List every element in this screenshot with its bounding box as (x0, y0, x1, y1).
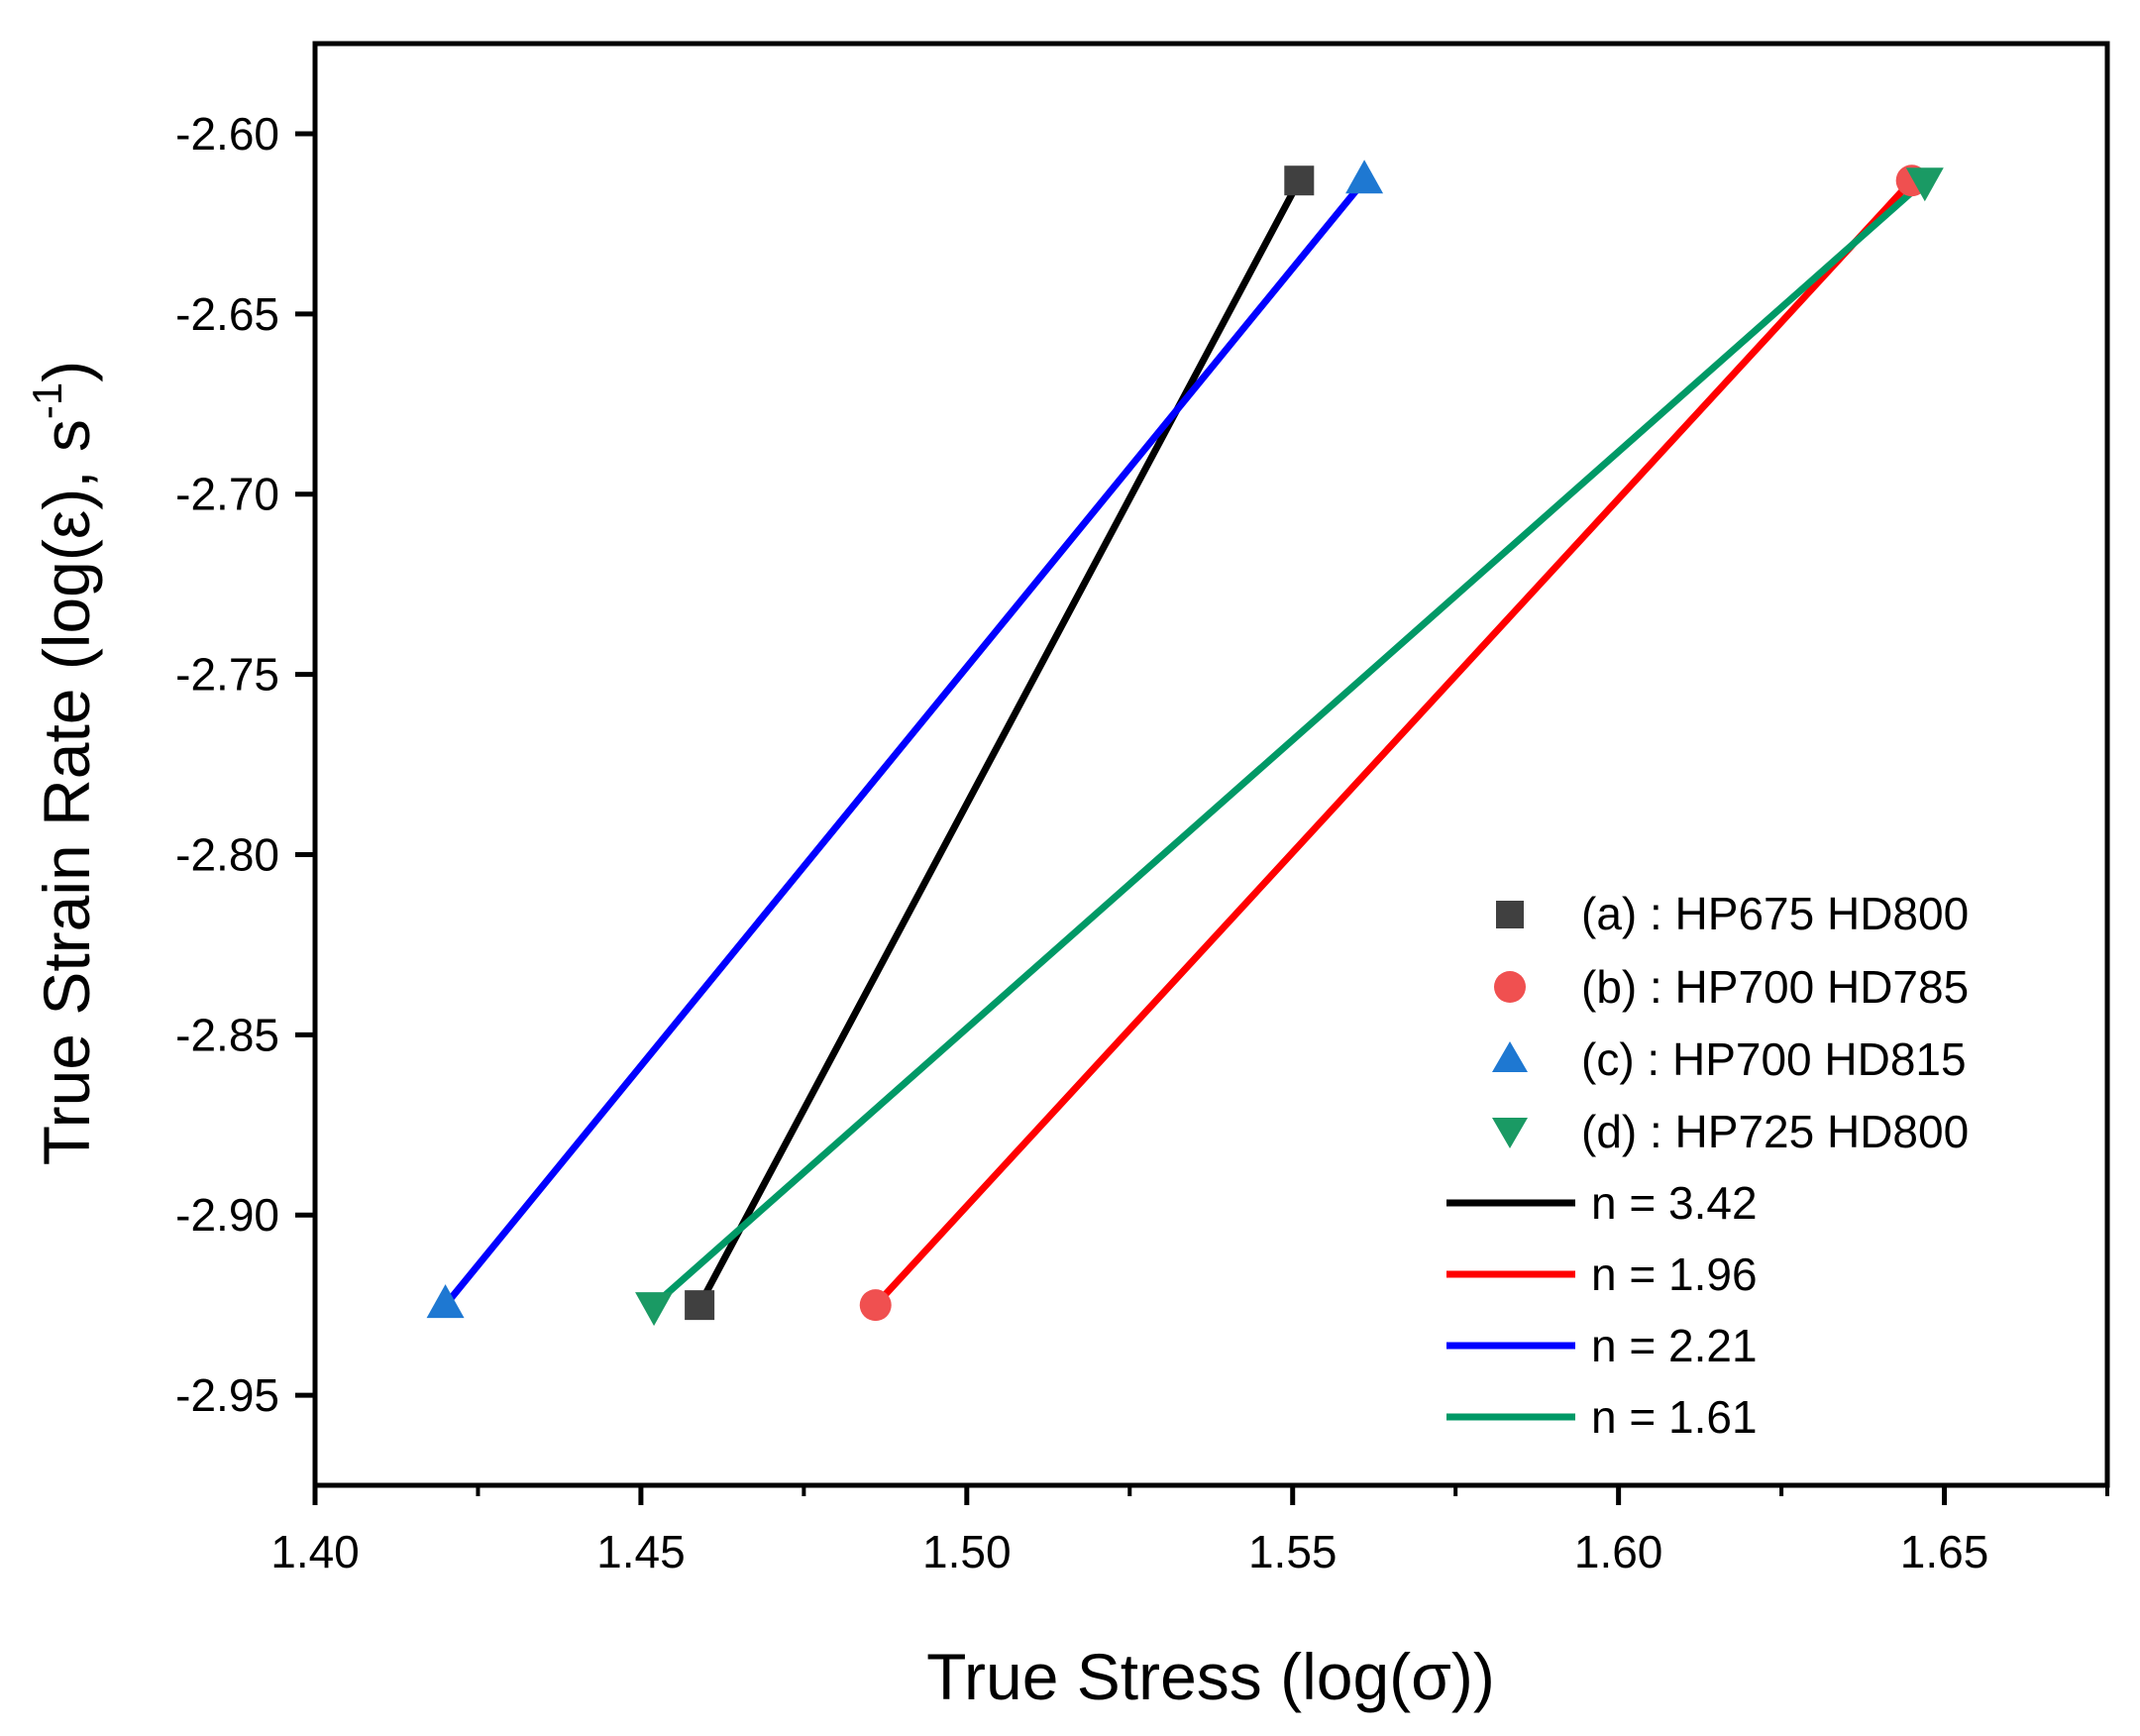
legend-triangle-down-icon (1492, 1118, 1528, 1148)
y-tick-label: -2.90 (175, 1189, 279, 1241)
legend-triangle-up-icon (1492, 1041, 1528, 1072)
data-point-c-1 (426, 1284, 465, 1319)
data-point-d-1 (635, 1292, 674, 1327)
data-point-b-1 (859, 1289, 892, 1322)
x-tick-label: 1.50 (922, 1526, 1012, 1577)
y-tick-label: -2.65 (175, 288, 279, 340)
x-tick-label: 1.45 (596, 1526, 686, 1577)
fit-lines (442, 176, 1929, 1309)
legend: (a) : HP675 HD800 (b) : HP700 HD785 (c) … (1446, 888, 1969, 1443)
y-axis-title-base: True Strain Rate (log(ε), s (30, 419, 103, 1165)
legend-item-fit-1: n = 3.42 (1446, 1177, 1758, 1229)
x-axis-title: True Stress (log(σ)) (926, 1640, 1495, 1713)
legend-label-fit-1: n = 3.42 (1591, 1177, 1758, 1229)
y-axis-ticks: -2.60 -2.65 -2.70 -2.75 -2.80 -2.85 -2.90 -2.95 (175, 108, 315, 1421)
y-tick-label: -2.85 (175, 1009, 279, 1060)
legend-item-c: (c) : HP700 HD815 (1492, 1033, 1967, 1085)
legend-label-a: (a) : HP675 HD800 (1581, 888, 1969, 939)
legend-label-fit-2: n = 1.96 (1591, 1248, 1758, 1300)
x-axis-ticks: 1.40 1.45 1.50 1.55 1.60 1.65 (270, 1485, 2109, 1577)
fit-line-4 (650, 176, 1929, 1309)
legend-square-icon (1496, 901, 1524, 928)
data-point-d-2 (1905, 167, 1944, 202)
y-tick-label: -2.80 (175, 828, 279, 880)
fit-line-2 (872, 176, 1916, 1309)
y-axis-title: True Strain Rate (log(ε), s-1) (24, 361, 103, 1166)
x-tick-label: 1.60 (1574, 1526, 1663, 1577)
legend-circle-icon (1494, 971, 1526, 1003)
legend-item-a: (a) : HP675 HD800 (1496, 888, 1969, 939)
data-point-a-2 (1284, 165, 1315, 196)
y-axis-title-end: ) (30, 361, 103, 382)
fit-line-1 (696, 176, 1303, 1309)
legend-item-fit-3: n = 2.21 (1446, 1320, 1758, 1371)
legend-item-fit-4: n = 1.61 (1446, 1391, 1758, 1443)
data-point-a-1 (685, 1290, 715, 1321)
data-point-c-2 (1345, 160, 1384, 194)
legend-item-d: (d) : HP725 HD800 (1492, 1106, 1969, 1157)
legend-label-fit-3: n = 2.21 (1591, 1320, 1758, 1371)
x-tick-label: 1.55 (1248, 1526, 1338, 1577)
legend-label-b: (b) : HP700 HD785 (1581, 961, 1969, 1013)
plot-frame (312, 41, 2110, 1488)
y-tick-label: -2.60 (175, 108, 279, 160)
x-tick-label: 1.65 (1900, 1526, 1989, 1577)
legend-item-fit-2: n = 1.96 (1446, 1248, 1758, 1300)
x-tick-label: 1.40 (270, 1526, 360, 1577)
y-tick-label: -2.70 (175, 469, 279, 520)
y-tick-label: -2.95 (175, 1369, 279, 1421)
y-axis-title-sup: -1 (24, 382, 70, 419)
legend-item-b: (b) : HP700 HD785 (1494, 961, 1969, 1013)
y-tick-label: -2.75 (175, 649, 279, 701)
legend-label-d: (d) : HP725 HD800 (1581, 1106, 1969, 1157)
legend-label-c: (c) : HP700 HD815 (1581, 1033, 1967, 1085)
fit-line-3 (442, 176, 1368, 1309)
legend-label-fit-4: n = 1.61 (1591, 1391, 1758, 1443)
data-markers (426, 160, 1944, 1327)
